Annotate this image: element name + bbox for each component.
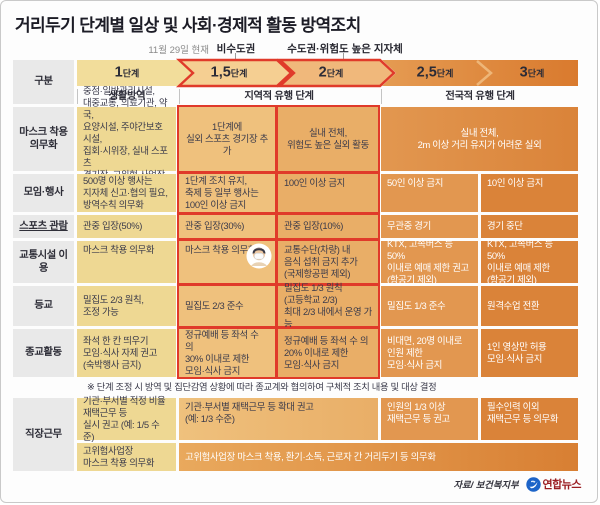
cell-work-highrisk-stage1: 고위험사업장 마스크 착용 의무화 — [77, 443, 176, 471]
cell-transport-stage2-5: KTX, 고속버스 등 50% 이내로 예매 제한 권고 (항공기 제외) — [381, 238, 478, 285]
religion-footnote: ※ 단계 조정 시 방역 및 집단감염 상황에 따라 종교계와 협의하여 구체적… — [77, 380, 578, 395]
yonhap-logo-icon — [525, 476, 541, 492]
cell-religion-stage3: 1인 영상만 허용 모임·식사 금지 — [481, 329, 578, 377]
stage-2-arrow — [276, 58, 396, 88]
cell-school-stage3: 원격수업 전환 — [481, 286, 578, 326]
cell-school-stage1: 밀집도 2/3 원칙, 조정 가능 — [77, 286, 176, 326]
cell-transport-stage1-5-text: 마스크 착용 의무화 — [185, 244, 257, 255]
cell-work-stage1-5-2: 기관·부서별 재택근무 등 확대 권고 (예: 1/3 수준) — [179, 398, 378, 440]
annotation-nonmetro: 비수도권 — [216, 43, 256, 55]
cell-gathering-stage2-5: 50인 이상 금지 — [381, 174, 478, 212]
footer: 자료/ 보건복지부 연합뉴스 — [13, 476, 585, 492]
measures-table: 구분 1단계 1,5단계 2단계 2,5단계 3단계 생활방역 지역적 유행 — [13, 58, 585, 471]
cell-religion-stage2-5: 비대면, 20명 이내로 인원 제한 모임·식사 금지 — [381, 329, 478, 377]
cell-school-stage1-5: 밀집도 2/3 준수 — [179, 286, 275, 326]
stage-1-5-arrow — [175, 58, 293, 88]
stage-1-label: 1단계 — [114, 64, 140, 81]
cell-mask-stage1: 중점·일반관리시설, 대중교통, 의료기관, 약국, 요양시설, 주야간보호시설… — [77, 85, 176, 192]
cell-school-stage2: 밀집도 1/3 원칙 (고등학교 2/3) 최대 2/3 내에서 운영 가능 — [278, 282, 378, 329]
stage-3-label: 3단계 — [519, 64, 545, 81]
cell-mask-stage2: 실내 전체, 위험도 높은 실외 활동 — [278, 107, 378, 171]
stage-1-5-label: 1,5단계 — [210, 64, 248, 81]
row-label-transport: 교통시설 이용 — [13, 241, 74, 283]
cell-religion-stage1-5: 정규예배 등 좌석 수 의 30% 이내로 제한 모임·식사 금지 — [179, 329, 275, 377]
cell-religion-stage2: 정규예배 등 좌석 수 의 20% 이내로 제한 모임·식사 금지 — [278, 329, 378, 377]
stage-2-5-3-band — [382, 60, 578, 86]
cell-sports-stage1: 관중 입장(50%) — [77, 215, 176, 238]
stage-arrows-band: 1단계 1,5단계 2단계 2,5단계 3단계 — [77, 58, 578, 88]
annotation-connector-right — [343, 53, 344, 59]
cell-sports-stage2: 관중 입장(10%) — [278, 215, 378, 238]
row-label-religion: 종교활동 — [13, 329, 74, 377]
cell-sports-stage2-5: 무관중 경기 — [381, 215, 478, 238]
cell-religion-stage1: 좌석 한 칸 띄우기 모임·식사 자제 권고 (숙박행사 금지) — [77, 329, 176, 377]
stage-2-label: 2단계 — [318, 64, 344, 81]
cell-mask-stage2-5-3: 실내 전체, 2m 이상 거리 유지가 어려운 실외 — [381, 107, 578, 171]
cell-work-stage2-5: 인원의 1/3 이상 재택근무 등 권고 — [381, 398, 478, 440]
category-life-quarantine: 생활방역 — [77, 89, 176, 104]
annotation-connector-left — [235, 53, 236, 59]
stage-3-divider-chevron — [476, 60, 493, 86]
stage-1-arrow — [77, 60, 193, 86]
annotation-date: 11월 29일 현재 — [148, 45, 209, 56]
row-label-school: 등교 — [13, 286, 74, 326]
cell-transport-stage1-5: 마스크 착용 의무화 — [179, 241, 275, 283]
cell-school-stage2-5: 밀집도 1/3 준수 — [381, 286, 478, 326]
yonhap-logo-text: 연합뉴스 — [542, 479, 582, 491]
cell-gathering-stage2: 100인 이상 금지 — [278, 174, 378, 212]
cell-work-highrisk-stage1-5-3: 고위험사업장 마스크 착용, 환기·소독, 근로자 간 거리두기 등 의무화 — [179, 443, 578, 471]
annotation-row: 11월 29일 현재 비수도권 수도권·위험도 높은 지자체 — [13, 40, 585, 59]
category-regional-spread: 지역적 유행 단계 — [179, 89, 378, 104]
row-label-work: 직장근무 — [13, 398, 74, 471]
cell-work-stage3: 필수인력 이외 재택근무 등 의무화 — [481, 398, 578, 440]
cell-transport-stage1: 마스크 착용 의무화 — [77, 241, 176, 283]
cell-sports-stage3: 경기 중단 — [481, 215, 578, 238]
row-label-mask: 마스크 착용 의무화 — [13, 107, 74, 171]
cell-work-stage1: 기관·부서별 적정 비율 재택근무 등 실시 권고 (예: 1/5 수준) — [77, 395, 176, 442]
row-label-gathering: 모임·행사 — [13, 174, 74, 212]
cell-sports-stage1-5: 관중 입장(30%) — [179, 215, 275, 238]
cell-gathering-stage1-5: 1단계 조치 유지, 축제 등 일부 행사는 100인 이상 금지 — [179, 174, 275, 212]
stage-arrows-graphic — [77, 58, 578, 88]
cell-gathering-stage3: 10인 이상 금지 — [481, 174, 578, 212]
stage-2-5-label: 2,5단계 — [416, 64, 454, 81]
row-label-sports: 스포츠 관람 — [13, 215, 74, 238]
mask-face-icon — [246, 243, 272, 269]
cell-gathering-stage1: 500명 이상 행사는 지자체 신고·협의 필요, 방역수칙 의무화 — [77, 174, 176, 212]
yonhap-logo: 연합뉴스 — [525, 476, 582, 492]
cell-transport-stage3: KTX, 고속버스 등 50% 이내로 예매 제한 (항공기 제외) — [481, 238, 578, 285]
category-national-spread: 전국적 유행 단계 — [381, 89, 578, 104]
annotation-metro: 수도권·위험도 높은 지자체 — [287, 43, 403, 55]
cell-transport-stage2: 교통수단(차량) 내 음식 섭취 금지 추가 (국제항공편 제외) — [278, 241, 378, 283]
source-credit: 자료/ 보건복지부 — [453, 480, 519, 490]
corner-label: 구분 — [13, 60, 74, 104]
page-title: 거리두기 단계별 일상 및 사회·경제적 활동 방역조치 — [15, 16, 361, 35]
cell-mask-stage1-5: 1단계에 실외 스포츠 경기장 추가 — [179, 107, 275, 171]
